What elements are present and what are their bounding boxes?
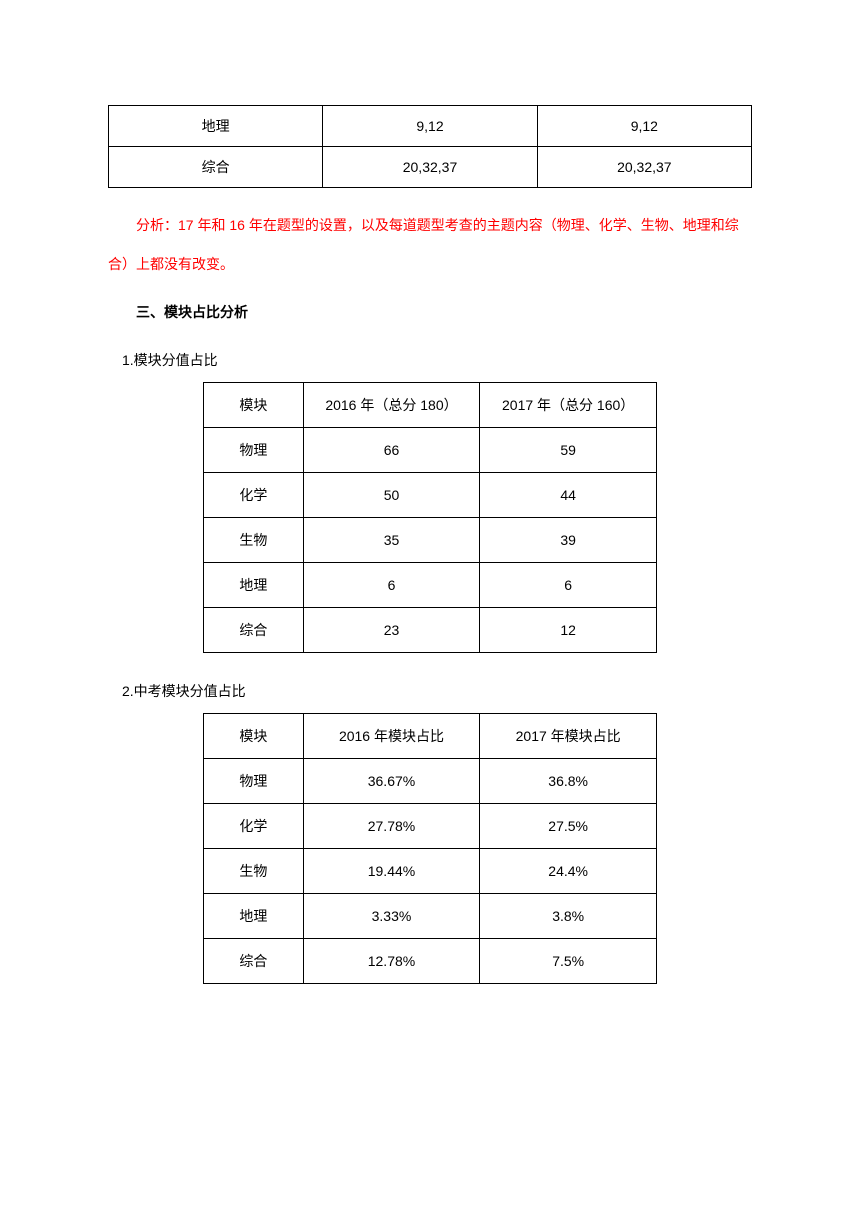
cell-2017: 24.4% (480, 849, 657, 894)
cell-2016: 3.33% (303, 894, 480, 939)
header-2016: 2016 年模块占比 (303, 714, 480, 759)
cell-2016: 35 (303, 518, 480, 563)
module-score-table-container: 模块 2016 年（总分 180） 2017 年（总分 160） 物理 66 5… (108, 382, 752, 653)
table-row: 生物 35 39 (204, 518, 657, 563)
module-percentage-table: 模块 2016 年模块占比 2017 年模块占比 物理 36.67% 36.8%… (203, 713, 657, 984)
cell-2017: 12 (480, 608, 657, 653)
table-row: 综合 23 12 (204, 608, 657, 653)
module-score-table: 模块 2016 年（总分 180） 2017 年（总分 160） 物理 66 5… (203, 382, 657, 653)
header-module: 模块 (204, 714, 304, 759)
header-2017: 2017 年模块占比 (480, 714, 657, 759)
cell-module: 综合 (204, 608, 304, 653)
sub-heading-2: 2.中考模块分值占比 (108, 681, 752, 701)
cell-module: 生物 (204, 518, 304, 563)
cell-2017: 9,12 (537, 106, 751, 147)
cell-2017: 44 (480, 473, 657, 518)
cell-2016: 20,32,37 (323, 147, 537, 188)
table-header-row: 模块 2016 年（总分 180） 2017 年（总分 160） (204, 383, 657, 428)
header-2016: 2016 年（总分 180） (303, 383, 480, 428)
cell-2017: 36.8% (480, 759, 657, 804)
table-row: 物理 66 59 (204, 428, 657, 473)
cell-2016: 12.78% (303, 939, 480, 984)
table-row: 地理 6 6 (204, 563, 657, 608)
table-row: 生物 19.44% 24.4% (204, 849, 657, 894)
analysis-paragraph: 分析：17 年和 16 年在题型的设置，以及每道题型考查的主题内容（物理、化学、… (108, 206, 752, 284)
cell-2017: 39 (480, 518, 657, 563)
cell-module: 综合 (204, 939, 304, 984)
table-row: 化学 50 44 (204, 473, 657, 518)
cell-2017: 7.5% (480, 939, 657, 984)
cell-module: 化学 (204, 473, 304, 518)
cell-subject: 综合 (109, 147, 323, 188)
cell-module: 地理 (204, 894, 304, 939)
cell-2016: 23 (303, 608, 480, 653)
table-row: 综合 20,32,37 20,32,37 (109, 147, 752, 188)
cell-module: 生物 (204, 849, 304, 894)
module-percentage-table-container: 模块 2016 年模块占比 2017 年模块占比 物理 36.67% 36.8%… (108, 713, 752, 984)
table-row: 化学 27.78% 27.5% (204, 804, 657, 849)
cell-2016: 66 (303, 428, 480, 473)
cell-2016: 50 (303, 473, 480, 518)
cell-subject: 地理 (109, 106, 323, 147)
cell-module: 地理 (204, 563, 304, 608)
cell-2016: 27.78% (303, 804, 480, 849)
cell-2017: 6 (480, 563, 657, 608)
table-row: 综合 12.78% 7.5% (204, 939, 657, 984)
cell-module: 物理 (204, 428, 304, 473)
cell-module: 物理 (204, 759, 304, 804)
cell-2017: 3.8% (480, 894, 657, 939)
cell-2016: 6 (303, 563, 480, 608)
topic-numbers-table: 地理 9,12 9,12 综合 20,32,37 20,32,37 (108, 105, 752, 188)
cell-2017: 27.5% (480, 804, 657, 849)
header-2017: 2017 年（总分 160） (480, 383, 657, 428)
section-heading: 三、模块占比分析 (108, 302, 752, 322)
cell-2016: 19.44% (303, 849, 480, 894)
cell-2016: 9,12 (323, 106, 537, 147)
table-row: 物理 36.67% 36.8% (204, 759, 657, 804)
table-header-row: 模块 2016 年模块占比 2017 年模块占比 (204, 714, 657, 759)
header-module: 模块 (204, 383, 304, 428)
table-row: 地理 3.33% 3.8% (204, 894, 657, 939)
cell-module: 化学 (204, 804, 304, 849)
table-row: 地理 9,12 9,12 (109, 106, 752, 147)
cell-2017: 59 (480, 428, 657, 473)
sub-heading-1: 1.模块分值占比 (108, 350, 752, 370)
cell-2016: 36.67% (303, 759, 480, 804)
cell-2017: 20,32,37 (537, 147, 751, 188)
